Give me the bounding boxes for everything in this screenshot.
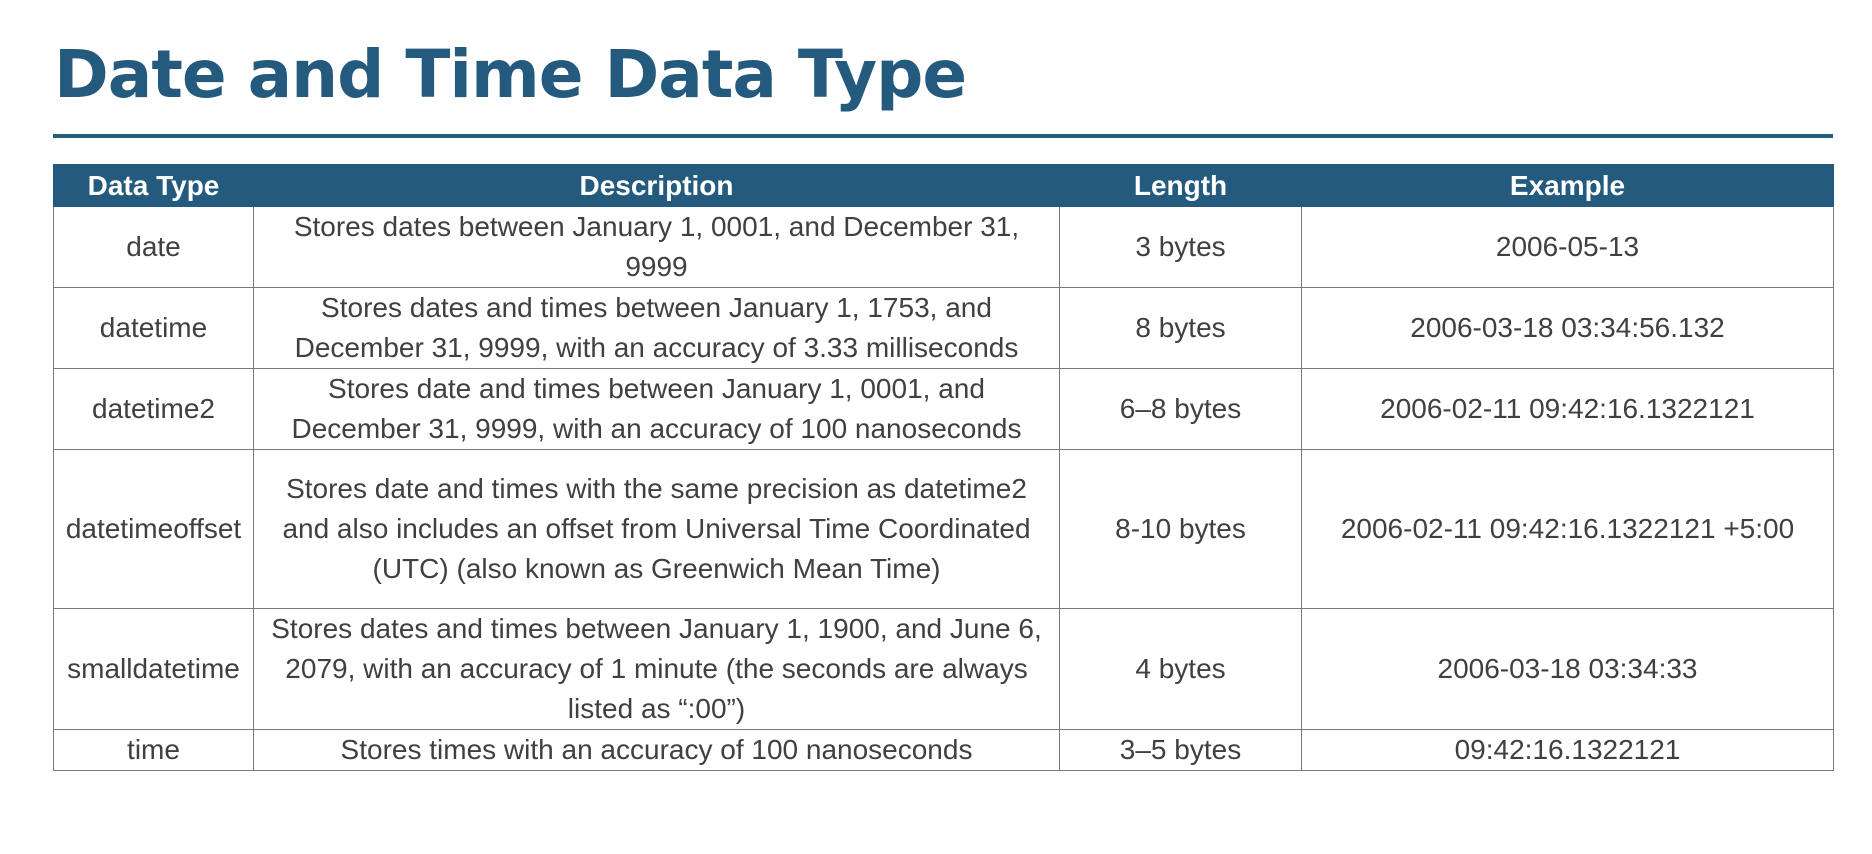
cell-data-type: time xyxy=(53,729,254,771)
cell-length: 3 bytes xyxy=(1059,206,1302,288)
title-underline xyxy=(53,134,1833,138)
cell-description: Stores dates between January 1, 0001, an… xyxy=(253,206,1060,288)
cell-example: 2006-03-18 03:34:56.132 xyxy=(1301,287,1834,369)
cell-length: 8-10 bytes xyxy=(1059,449,1302,609)
cell-example: 2006-02-11 09:42:16.1322121 +5:00 xyxy=(1301,449,1834,609)
cell-length: 6–8 bytes xyxy=(1059,368,1302,450)
cell-example: 09:42:16.1322121 xyxy=(1301,729,1834,771)
cell-example: 2006-02-11 09:42:16.1322121 xyxy=(1301,368,1834,450)
cell-example: 2006-05-13 xyxy=(1301,206,1834,288)
cell-data-type: date xyxy=(53,206,254,288)
cell-length: 8 bytes xyxy=(1059,287,1302,369)
table-row: date Stores dates between January 1, 000… xyxy=(53,206,1834,288)
table-row: time Stores times with an accuracy of 10… xyxy=(53,729,1834,771)
header-example: Example xyxy=(1301,164,1834,207)
header-description: Description xyxy=(253,164,1060,207)
table-header-row: Data Type Description Length Example xyxy=(53,164,1834,207)
cell-data-type: datetimeoffset xyxy=(53,449,254,609)
cell-example: 2006-03-18 03:34:33 xyxy=(1301,608,1834,730)
header-length: Length xyxy=(1059,164,1302,207)
cell-description: Stores dates and times between January 1… xyxy=(253,608,1060,730)
table-row: datetime2 Stores date and times between … xyxy=(53,368,1834,450)
cell-data-type: datetime xyxy=(53,287,254,369)
header-data-type: Data Type xyxy=(53,164,254,207)
cell-data-type: smalldatetime xyxy=(53,608,254,730)
cell-data-type: datetime2 xyxy=(53,368,254,450)
cell-description: Stores times with an accuracy of 100 nan… xyxy=(253,729,1060,771)
cell-length: 3–5 bytes xyxy=(1059,729,1302,771)
cell-description: Stores date and times with the same prec… xyxy=(253,449,1060,609)
cell-length: 4 bytes xyxy=(1059,608,1302,730)
table-row: smalldatetime Stores dates and times bet… xyxy=(53,608,1834,730)
cell-description: Stores dates and times between January 1… xyxy=(253,287,1060,369)
slide-title: Date and Time Data Type xyxy=(54,36,967,113)
cell-description: Stores date and times between January 1,… xyxy=(253,368,1060,450)
table-row: datetime Stores dates and times between … xyxy=(53,287,1834,369)
date-time-data-type-table: Data Type Description Length Example dat… xyxy=(53,164,1834,771)
table-row: datetimeoffset Stores date and times wit… xyxy=(53,449,1834,609)
